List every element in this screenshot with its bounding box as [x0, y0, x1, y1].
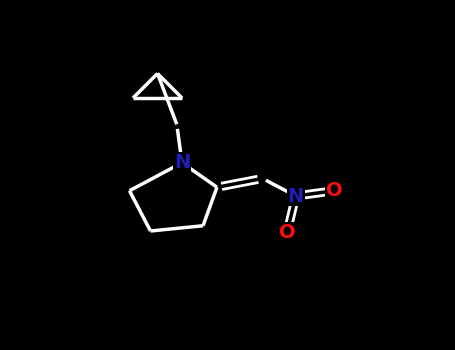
Text: O: O: [326, 181, 343, 200]
Text: N: N: [288, 187, 304, 205]
Text: N: N: [174, 153, 190, 172]
Text: O: O: [278, 223, 295, 242]
